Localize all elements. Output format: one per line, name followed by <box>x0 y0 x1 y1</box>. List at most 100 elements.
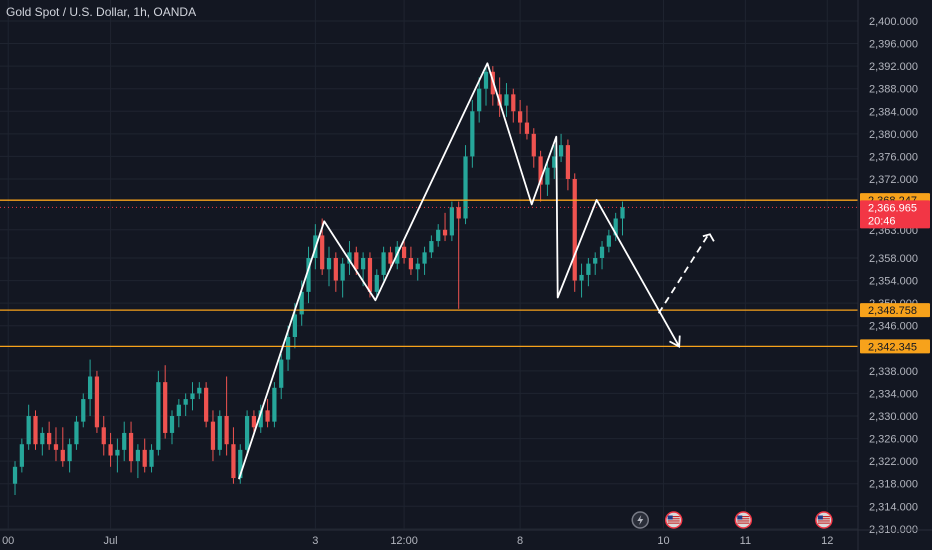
pattern-drawing[interactable] <box>238 62 680 480</box>
candle-body <box>204 387 209 422</box>
candle-body <box>190 393 195 400</box>
candle-body <box>47 432 52 445</box>
us-flag-icon[interactable] <box>815 511 833 529</box>
candle-body <box>33 416 38 445</box>
candle-body <box>224 416 229 445</box>
price-axis-tick-label: 2,346.000 <box>869 321 918 333</box>
candle-body <box>606 235 611 247</box>
candle-body <box>176 404 181 417</box>
price-axis-tick-label: 2,384.000 <box>869 106 918 118</box>
candle-body <box>320 235 325 270</box>
candle-body <box>149 449 154 467</box>
candle-body <box>415 263 420 270</box>
candle-body <box>483 71 489 89</box>
candle-body <box>169 416 175 433</box>
candle-body <box>292 314 297 338</box>
candle-body <box>238 449 243 479</box>
candle-body <box>470 111 475 157</box>
candle-body <box>442 229 448 236</box>
pattern-arrow-head <box>669 335 681 349</box>
price-axis-tick-label: 2,388.000 <box>869 84 918 96</box>
us-flag-icon[interactable] <box>734 511 753 529</box>
price-axis[interactable] <box>858 0 932 550</box>
level-price-label-text: 2,348.758 <box>868 305 917 317</box>
candle-body <box>463 156 468 219</box>
us-flag-icon[interactable] <box>664 511 683 529</box>
candle-body <box>74 421 79 445</box>
price-axis-tick-label: 2,380.000 <box>869 129 918 141</box>
price-axis-tick-label: 2,354.000 <box>869 276 918 288</box>
candle-body <box>422 252 427 264</box>
candle-body <box>101 427 106 445</box>
candle-body <box>545 167 550 185</box>
candle-body <box>87 376 93 400</box>
price-axis-tick-label: 2,376.000 <box>869 151 918 163</box>
candle-body <box>354 252 359 270</box>
candle-body <box>599 246 605 258</box>
candle-body <box>272 387 277 422</box>
candle-body <box>94 376 100 428</box>
last-price-value: 2,366.965 <box>868 202 917 214</box>
candle-body <box>142 449 147 467</box>
candle-body <box>436 229 441 242</box>
price-axis-tick-label: 2,326.000 <box>869 434 918 446</box>
time-axis-tick-label: 3 <box>312 535 318 547</box>
price-axis-tick-label: 2,334.000 <box>869 388 918 400</box>
candle-body <box>538 156 543 185</box>
candle-body <box>408 257 414 270</box>
candle-body <box>531 133 536 157</box>
candle-body <box>210 421 216 450</box>
candle-body <box>156 382 161 450</box>
candle-body <box>572 178 577 281</box>
time-axis-tick-label: 10 <box>657 535 669 547</box>
candle-body <box>326 257 332 270</box>
candle-body <box>477 88 482 112</box>
time-axis-tick-label: 12:00 <box>390 535 418 547</box>
candle-body <box>122 432 127 450</box>
candle-body <box>620 207 625 219</box>
time-axis-tick-label: Jul <box>104 535 118 547</box>
last-price-label[interactable] <box>860 200 930 229</box>
candle-body <box>26 416 31 445</box>
price-axis-tick-label: 2,318.000 <box>869 479 918 491</box>
candle-body <box>217 416 222 450</box>
candle-body <box>279 359 284 388</box>
candle-body <box>504 94 509 106</box>
candle-body <box>593 257 598 264</box>
price-axis-tick-label: 2,314.000 <box>869 501 918 513</box>
candle-body <box>163 382 168 433</box>
candle-body <box>306 257 311 292</box>
candle-body <box>367 257 373 292</box>
candle-body <box>285 337 291 360</box>
candle-body <box>265 410 270 422</box>
candle-body <box>299 291 304 315</box>
candle-body <box>511 94 516 112</box>
level-price-label[interactable] <box>860 339 930 354</box>
time-axis-tick-label: 11 <box>740 535 751 547</box>
level-price-label[interactable] <box>860 303 930 318</box>
candle-body <box>586 263 591 275</box>
candle-body <box>558 145 564 157</box>
bar-countdown: 20:46 <box>868 215 896 227</box>
price-axis-tick-label: 2,358.000 <box>869 253 918 265</box>
candle-body <box>565 145 571 179</box>
time-axis-tick-label: 00 <box>2 535 14 547</box>
price-axis-tick-label: 2,392.000 <box>869 61 918 73</box>
candle-body <box>388 252 393 264</box>
candle-body <box>244 416 250 450</box>
symbol-title[interactable]: Gold Spot / U.S. Dollar, 1h, OANDA <box>6 5 197 19</box>
candle-body <box>613 218 618 236</box>
price-axis-tick-label: 2,338.000 <box>869 366 918 378</box>
candle-body <box>579 274 584 281</box>
lightning-icon[interactable] <box>631 511 650 529</box>
price-axis-tick-label: 2,322.000 <box>869 456 918 468</box>
candle-body <box>115 449 120 456</box>
candle-body <box>108 444 113 456</box>
candle-body <box>60 449 65 462</box>
projection-dashed-line[interactable] <box>657 234 709 314</box>
candle-body <box>401 246 407 258</box>
candle-body <box>128 432 134 462</box>
